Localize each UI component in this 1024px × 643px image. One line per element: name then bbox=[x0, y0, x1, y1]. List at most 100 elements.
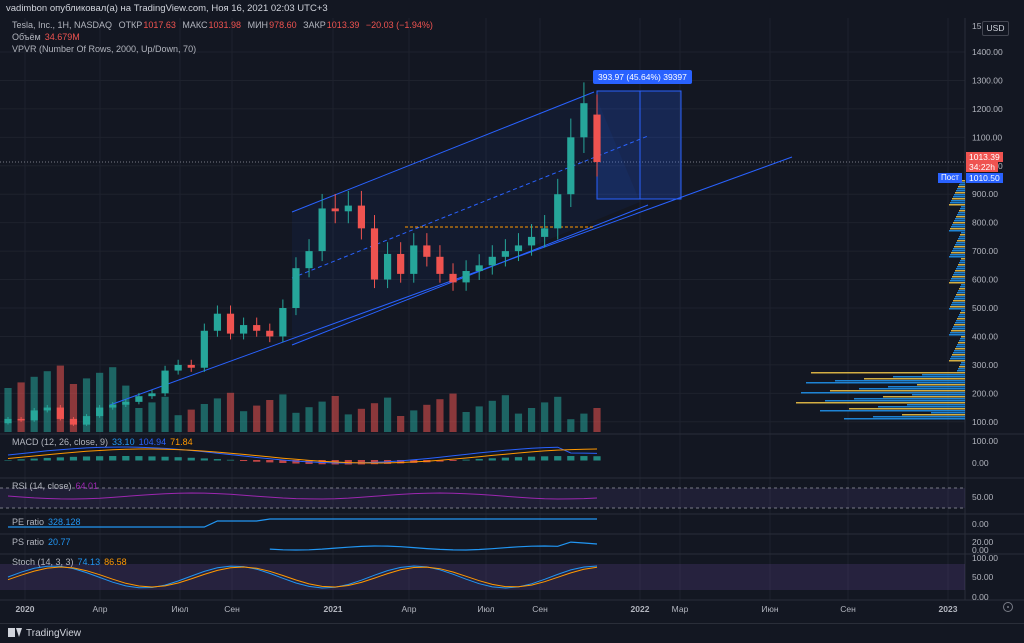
vpvr-row bbox=[820, 410, 965, 412]
volume-legend[interactable]: Объём 34.679M bbox=[12, 32, 80, 42]
vpvr-row bbox=[893, 376, 965, 378]
volume-bar bbox=[148, 402, 156, 432]
macd-histogram-bar bbox=[17, 459, 25, 461]
volume-profile bbox=[796, 180, 965, 420]
volume-bar bbox=[122, 385, 130, 432]
macd-histogram-bar bbox=[593, 456, 601, 461]
volume-bar bbox=[43, 371, 51, 432]
candle-body bbox=[122, 401, 130, 405]
pane-tick-label: 0.00 bbox=[972, 519, 989, 529]
volume-bar bbox=[4, 388, 12, 432]
pane-tick-label: 50.00 bbox=[972, 492, 994, 502]
candle-body bbox=[292, 268, 300, 308]
time-tick-label: 2023 bbox=[939, 604, 958, 614]
vpvr-row bbox=[958, 316, 965, 318]
macd-histogram-bar bbox=[135, 456, 143, 461]
volume-bar bbox=[554, 396, 562, 432]
post-market-label: Пост bbox=[938, 173, 962, 183]
macd-signal-value: 104.94 bbox=[138, 437, 167, 447]
macd-legend[interactable]: MACD (12, 26, close, 9) 33.10 104.94 71.84 bbox=[12, 437, 193, 447]
tradingview-logo[interactable]: TradingView bbox=[8, 628, 81, 639]
vpvr-row bbox=[959, 262, 965, 264]
stoch-legend[interactable]: Stoch (14, 3, 3) 74.13 86.58 bbox=[12, 557, 127, 567]
time-tick-label: Июл bbox=[477, 604, 494, 614]
vpvr-row bbox=[953, 300, 965, 302]
volume-bar bbox=[187, 409, 195, 432]
vpvr-row bbox=[952, 250, 965, 252]
macd-label: MACD (12, 26, close, 9) bbox=[12, 437, 109, 447]
macd-histogram-bar bbox=[30, 458, 38, 461]
time-tick-label: Мар bbox=[672, 604, 689, 614]
candle-body bbox=[514, 245, 523, 252]
vpvr-row bbox=[958, 368, 965, 370]
volume-bar bbox=[69, 384, 78, 432]
vpvr-row bbox=[960, 260, 965, 262]
vpvr-row bbox=[950, 280, 965, 282]
vpvr-row bbox=[922, 374, 965, 376]
vpvr-row bbox=[796, 402, 965, 404]
macd-histogram-bar bbox=[4, 460, 12, 461]
vpvr-legend[interactable]: VPVR (Number Of Rows, 2000, Up/Down, 70) bbox=[12, 44, 196, 54]
macd-signal-line bbox=[7, 448, 598, 464]
price-tick-label: 300.00 bbox=[972, 360, 998, 370]
macd-histogram-bar bbox=[514, 457, 523, 461]
vpvr-row bbox=[953, 274, 965, 276]
vpvr-row bbox=[951, 252, 965, 254]
candle-body bbox=[266, 330, 274, 337]
macd-histogram-bar bbox=[449, 460, 457, 461]
measure-label[interactable]: 393.97 (45.64%) 39397 bbox=[593, 70, 692, 84]
vpvr-row bbox=[952, 302, 965, 304]
vpvr-row bbox=[958, 264, 965, 266]
ps-legend[interactable]: PS ratio 20.77 bbox=[12, 537, 71, 547]
candle-body bbox=[148, 393, 156, 397]
volume-bar bbox=[567, 419, 575, 432]
vpvr-row bbox=[950, 332, 965, 334]
vpvr-row bbox=[830, 390, 965, 392]
vpvr-row bbox=[955, 244, 965, 246]
vpvr-row bbox=[811, 372, 965, 374]
vpvr-row bbox=[950, 228, 965, 230]
time-axis[interactable]: 2020 Апр Июл Сен 2021 Апр Июл Сен 2022 Мар Июн Сен 2… bbox=[16, 604, 958, 614]
close-value: 1013.39 bbox=[326, 20, 360, 30]
candle-body bbox=[69, 418, 78, 425]
pe-value: 328.128 bbox=[48, 517, 81, 527]
price-range-box[interactable] bbox=[596, 90, 682, 200]
macd-histogram-bar bbox=[541, 456, 549, 461]
macd-histogram-bar bbox=[122, 456, 130, 461]
vpvr-row bbox=[951, 356, 965, 358]
macd-histogram-bar bbox=[161, 456, 169, 461]
vpvr-row bbox=[961, 232, 965, 234]
vpvr-row bbox=[952, 276, 965, 278]
stoch-label: Stoch (14, 3, 3) bbox=[12, 557, 74, 567]
vpvr-row bbox=[952, 354, 965, 356]
candle-body bbox=[449, 273, 457, 283]
candle-body bbox=[240, 325, 248, 334]
price-tick-label: 1100.00 bbox=[972, 132, 1002, 142]
channel-fill bbox=[292, 92, 640, 345]
pane-tick-label: 0.00 bbox=[972, 458, 989, 468]
settings-gear-icon[interactable] bbox=[1003, 602, 1013, 612]
pe-legend[interactable]: PE ratio 328.128 bbox=[12, 517, 81, 527]
vpvr-row bbox=[949, 360, 965, 362]
rsi-legend[interactable]: RSI (14, close) 64.01 bbox=[12, 481, 98, 491]
vpvr-row bbox=[960, 208, 965, 210]
channel-upper[interactable] bbox=[291, 91, 595, 213]
channel-lower[interactable] bbox=[291, 204, 649, 346]
channel-drawings[interactable] bbox=[109, 90, 793, 406]
vpvr-row bbox=[954, 324, 965, 326]
candle-body bbox=[226, 313, 235, 334]
macd-histogram-bar bbox=[253, 460, 261, 462]
volume-bar bbox=[462, 412, 470, 432]
vpvr-row bbox=[955, 270, 965, 272]
symbol-legend[interactable]: Tesla, Inc., 1H, NASDAQ ОТКР1017.63 МАКС… bbox=[12, 20, 433, 30]
vpvr-row bbox=[957, 214, 965, 216]
published-info: vadimbon опубликовал(а) на TradingView.c… bbox=[6, 3, 328, 14]
post-price-tag: 1010.50 bbox=[966, 173, 1003, 183]
currency-button[interactable]: USD bbox=[982, 21, 1009, 36]
vpvr-row bbox=[956, 268, 965, 270]
volume-bar bbox=[488, 400, 496, 432]
candle-body bbox=[318, 208, 326, 252]
vpvr-row bbox=[951, 330, 965, 332]
macd-value: 33.10 bbox=[112, 437, 135, 447]
